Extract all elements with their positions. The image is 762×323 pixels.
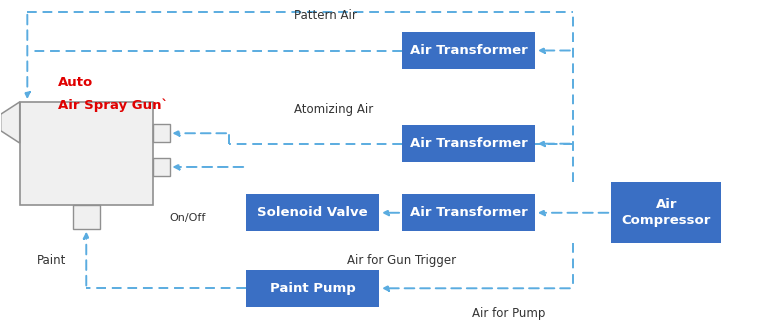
Bar [73,205,100,229]
Bar [153,124,170,142]
Text: Air Spray Gun`: Air Spray Gun` [58,99,168,112]
Text: Paint Pump: Paint Pump [270,282,355,295]
Text: Air for Gun Trigger: Air for Gun Trigger [347,255,456,267]
Text: Atomizing Air: Atomizing Air [293,103,373,117]
Bar [611,182,722,243]
Text: Auto: Auto [58,76,93,89]
Bar [20,102,153,205]
Polygon shape [1,102,20,143]
Bar [246,194,379,231]
Text: Air Transformer: Air Transformer [410,44,527,57]
Text: Air Transformer: Air Transformer [410,206,527,219]
Text: Solenoid Valve: Solenoid Valve [258,206,368,219]
Text: Pattern Air: Pattern Air [293,9,357,22]
Bar [402,194,535,231]
Text: On/Off: On/Off [170,213,206,223]
Text: Air for Pump: Air for Pump [472,307,546,320]
Bar [402,125,535,162]
Bar [402,32,535,69]
Bar [246,270,379,307]
Bar [153,158,170,176]
Text: Air Transformer: Air Transformer [410,137,527,150]
Text: Paint: Paint [37,255,66,267]
Text: Air
Compressor: Air Compressor [622,198,711,227]
